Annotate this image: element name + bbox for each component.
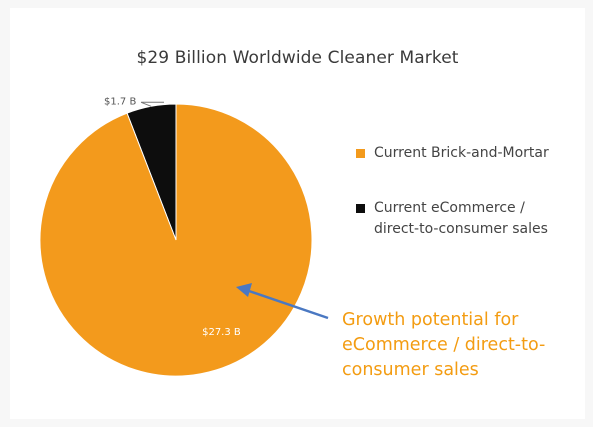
growth-annotation: Growth potential for eCommerce / direct-…	[342, 310, 546, 380]
legend-swatch-ecommerce	[356, 204, 365, 213]
legend-item-ecommerce: Current eCommerce / direct-to-consumer s…	[356, 198, 576, 240]
pie-chart: $1.7 B $27.3 B	[39, 96, 329, 377]
legend-swatch-brick-and-mortar	[356, 149, 365, 158]
arrow-shaft	[245, 288, 329, 320]
arrow-head	[236, 283, 252, 297]
pie-slices	[39, 103, 313, 377]
legend-item-brick-and-mortar: Current Brick-and-Mortar	[356, 143, 576, 164]
legend-label: Current eCommerce / direct-to-consumer s…	[374, 200, 548, 237]
chart-title: $29 Billion Worldwide Cleaner Market	[136, 48, 459, 68]
annotation-arrow	[236, 283, 329, 320]
data-labels: $1.7 B $27.3 B	[104, 96, 241, 338]
data-label-ecommerce: $1.7 B	[104, 96, 136, 107]
leader-line	[140, 101, 164, 107]
pie-slice-brick-and-mortar	[39, 103, 313, 377]
legend-label: Current Brick-and-Mortar	[374, 145, 549, 161]
data-label-brick-and-mortar: $27.3 B	[202, 327, 241, 338]
chart-slide: $29 Billion Worldwide Cleaner Market $1.…	[10, 8, 585, 419]
